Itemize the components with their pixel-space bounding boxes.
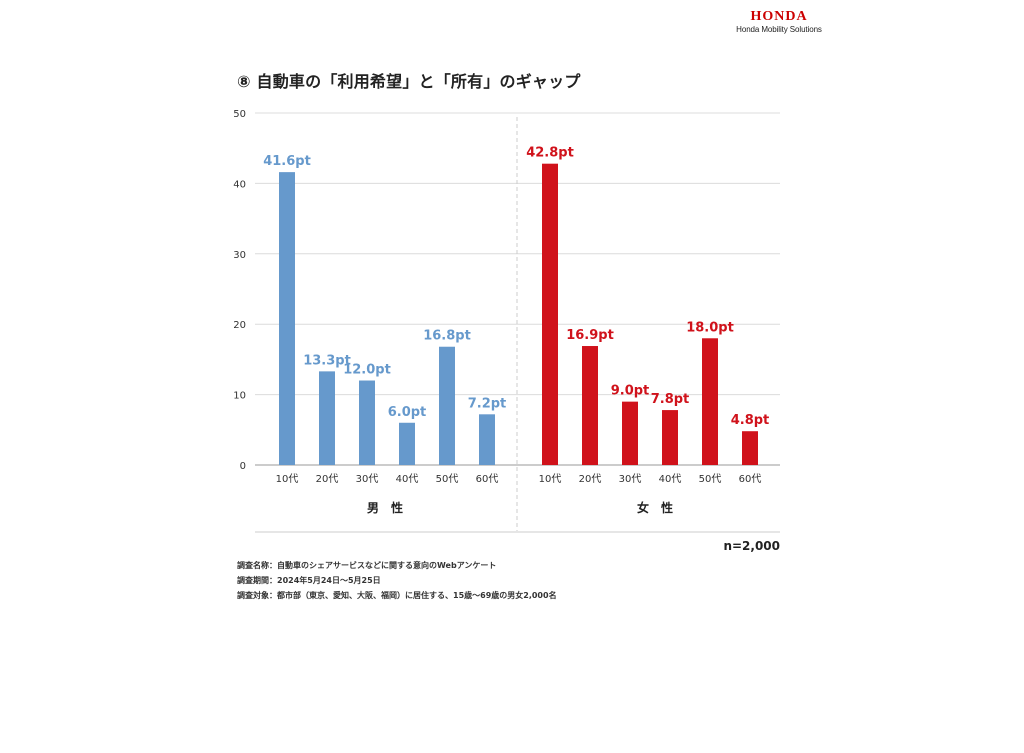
chart-title: ⑧ 自動車の「利用希望」と「所有」のギャップ (237, 72, 581, 91)
bar (582, 346, 598, 465)
x-tick-label: 20代 (316, 473, 339, 485)
data-label: 9.0pt (611, 384, 650, 399)
group-label: 男 性 (367, 500, 403, 515)
bar (279, 172, 295, 466)
data-label: 6.0pt (388, 405, 427, 420)
bar (542, 163, 558, 466)
bar (399, 422, 415, 465)
data-label: 12.0pt (343, 363, 391, 378)
note-survey-name: 調査名称：自動車のシェアサービスなどに関する意向のWebアンケート (237, 561, 497, 570)
bar (479, 414, 495, 465)
bar (662, 410, 678, 465)
x-tick-label: 30代 (356, 473, 379, 485)
honda-logo: HONDA Honda Mobility Solutions (724, 9, 834, 35)
survey-notes: 調査名称：自動車のシェアサービスなどに関する意向のWebアンケート 調査期間：2… (237, 558, 557, 603)
brand-wordmark: HONDA (750, 9, 808, 24)
x-tick-label: 20代 (579, 473, 602, 485)
data-label: 41.6pt (263, 154, 311, 169)
bar (702, 338, 718, 465)
x-tick-label: 60代 (476, 473, 499, 485)
brand-subtitle: Honda Mobility Solutions (736, 25, 822, 34)
bar (622, 401, 638, 465)
x-tick-label: 40代 (659, 473, 682, 485)
y-tick-label: 40 (233, 179, 246, 190)
y-tick-label: 0 (240, 461, 246, 472)
data-label: 4.8pt (731, 413, 770, 428)
data-label: 16.8pt (423, 329, 471, 344)
data-label: 42.8pt (526, 146, 574, 161)
data-label: 7.2pt (468, 396, 507, 411)
x-tick-label: 10代 (276, 473, 299, 485)
data-label: 13.3pt (303, 353, 351, 368)
bar (359, 380, 375, 465)
data-label: 7.8pt (651, 392, 690, 407)
group-label: 女 性 (637, 500, 673, 515)
x-tick-label: 50代 (699, 473, 722, 485)
x-tick-label: 50代 (436, 473, 459, 485)
bar (742, 431, 758, 465)
y-tick-label: 30 (233, 250, 246, 261)
bar (319, 371, 335, 465)
data-label: 18.0pt (686, 320, 734, 335)
x-tick-label: 60代 (739, 473, 762, 485)
x-tick-label: 30代 (619, 473, 642, 485)
note-survey-period: 調査期間：2024年5月24日〜5月25日 (237, 576, 381, 585)
data-label: 16.9pt (566, 328, 614, 343)
note-survey-target: 調査対象：都市部（東京、愛知、大阪、福岡）に居住する、15歳〜69歳の男女2,0… (237, 591, 557, 600)
y-tick-label: 50 (233, 109, 246, 120)
y-tick-label: 10 (233, 391, 246, 402)
x-tick-label: 10代 (539, 473, 562, 485)
y-tick-label: 20 (233, 320, 246, 331)
bar (439, 346, 455, 465)
x-tick-label: 40代 (396, 473, 419, 485)
sample-size: n=2,000 (723, 539, 780, 553)
